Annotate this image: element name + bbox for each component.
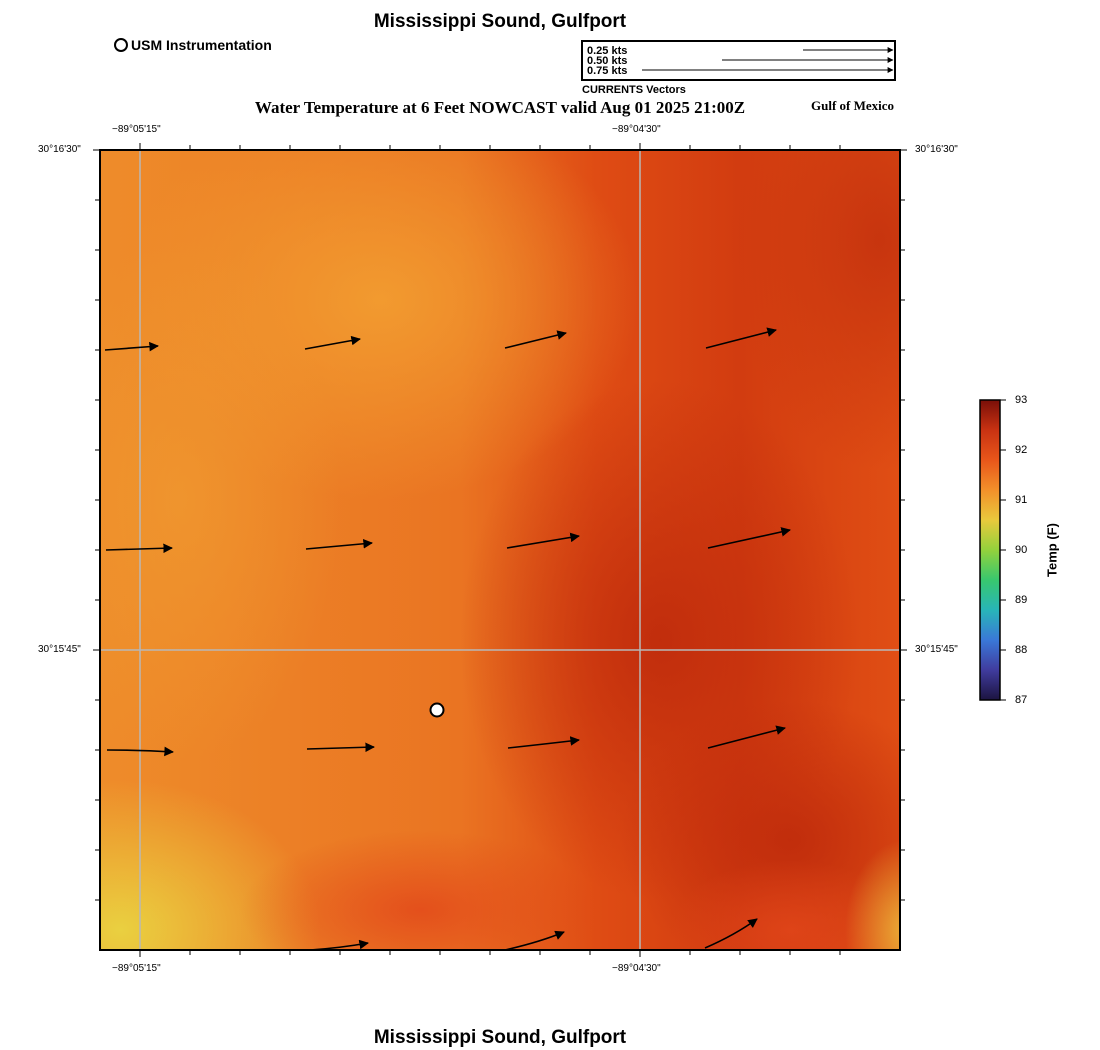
current-vector — [506, 532, 580, 549]
frame-ticks — [93, 143, 907, 957]
current-vector — [105, 543, 173, 554]
colorbar-tick-92: 92 — [1015, 444, 1028, 456]
current-vector — [504, 330, 567, 349]
right-lat-label-2: 30°15'45" — [915, 644, 958, 655]
scale-label-025: 0.25 kts — [587, 45, 628, 57]
top-lon-label-2: −89°04'30" — [612, 124, 661, 135]
current-vector — [507, 736, 580, 749]
colorbar-title: Temp (F) — [1044, 523, 1060, 577]
graticule — [100, 150, 900, 950]
usm-station-icon[interactable] — [429, 702, 445, 718]
current-vector — [309, 939, 369, 951]
temperature-field — [100, 150, 900, 950]
current-vector — [705, 327, 777, 349]
current-vector — [707, 725, 786, 749]
right-lat-label-1: 30°16'30" — [915, 144, 958, 155]
map-title: Mississippi Sound, Gulfport — [373, 11, 627, 32]
left-lat-label-2: 30°15'45" — [38, 644, 81, 655]
current-vector — [305, 539, 373, 550]
colorbar-tick-91: 91 — [1015, 494, 1028, 506]
region-label: Gulf of Mexico — [811, 98, 895, 113]
footer-title: Mississippi Sound, Gulfport — [373, 1027, 627, 1048]
top-lon-label-1: −89°05'15" — [112, 124, 161, 135]
colorbar-tick-90: 90 — [1015, 544, 1028, 556]
station-legend-label: USM Instrumentation — [131, 37, 272, 53]
legend-arrows — [642, 47, 894, 73]
currents-legend-title: CURRENTS Vectors — [582, 84, 686, 96]
colorbar — [979, 399, 1006, 701]
station-legend: USM Instrumentation — [114, 37, 272, 53]
current-vector — [306, 742, 375, 753]
colorbar-tick-87: 87 — [1015, 694, 1028, 706]
current-vector — [104, 341, 159, 352]
colorbar-tick-89: 89 — [1015, 594, 1028, 606]
current-vector — [304, 335, 361, 350]
map-subtitle: Water Temperature at 6 Feet NOWCAST vali… — [254, 98, 746, 117]
colorbar-tick-93: 93 — [1015, 394, 1028, 406]
current-vector — [504, 930, 565, 951]
bottom-lon-label-2: −89°04'30" — [612, 963, 661, 974]
current-vector — [106, 746, 174, 757]
current-vector — [707, 527, 791, 549]
station-marker-icon — [114, 38, 128, 52]
left-lat-label-1: 30°16'30" — [38, 144, 81, 155]
colorbar-tick-88: 88 — [1015, 644, 1028, 656]
bottom-lon-label-1: −89°05'15" — [112, 963, 161, 974]
current-vector — [704, 918, 758, 949]
scale-label-075: 0.75 kts — [587, 65, 628, 77]
current-vectors — [104, 327, 791, 951]
scale-label-050: 0.50 kts — [587, 55, 628, 67]
